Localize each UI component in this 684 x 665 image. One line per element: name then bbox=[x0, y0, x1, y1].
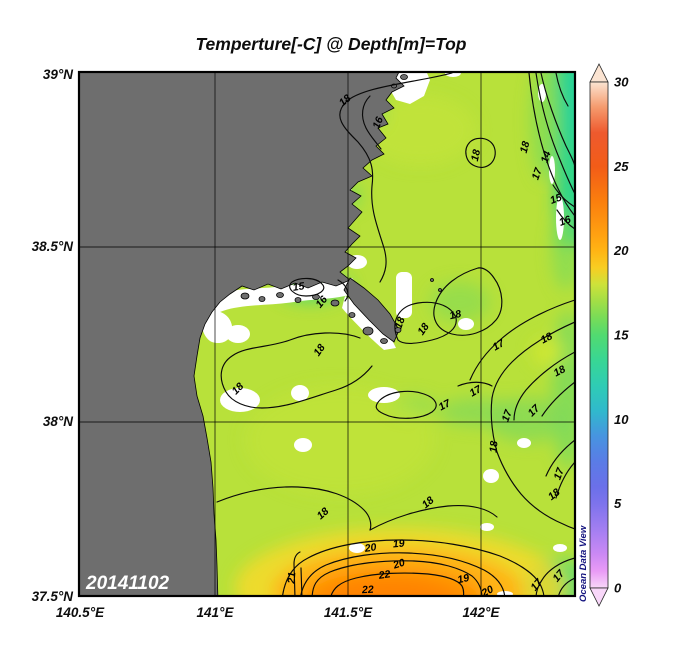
contour-label: 18 bbox=[518, 140, 533, 155]
colorbar-tick: 5 bbox=[614, 496, 622, 511]
contour-label: 20 bbox=[479, 583, 496, 600]
peninsula bbox=[343, 277, 400, 343]
colorbar-tick: 0 bbox=[614, 581, 622, 596]
colorbar-top-arrow bbox=[589, 63, 609, 83]
contour-lines bbox=[216, 73, 574, 596]
contour-label: 19 bbox=[392, 538, 405, 551]
contour-label: 18 bbox=[552, 363, 568, 379]
y-tick-38.5N: 38.5°N bbox=[32, 239, 74, 254]
contour-label: 16 bbox=[557, 213, 572, 228]
contour-label: 15 bbox=[548, 191, 563, 206]
y-tick-38N: 38°N bbox=[43, 414, 73, 429]
colorbar-bottom-arrow bbox=[589, 587, 609, 607]
contour-label: 18 bbox=[469, 148, 483, 162]
colorbar-tick: 20 bbox=[613, 243, 629, 258]
contour-label: 20 bbox=[391, 557, 407, 572]
contour-label: 15 bbox=[292, 280, 305, 294]
contour-label: 16 bbox=[370, 115, 386, 130]
x-tick-142E: 142°E bbox=[463, 605, 501, 620]
contour-label: 17 bbox=[552, 465, 568, 481]
colorbar: 30 25 20 15 10 5 0 Ocean Data View bbox=[578, 63, 629, 607]
page-title: Temperture[-C] @ Depth[m]=Top bbox=[196, 34, 467, 54]
colorbar-tick: 10 bbox=[614, 412, 629, 427]
contour-label: 19 bbox=[456, 572, 470, 586]
y-axis-labels: 39°N 38.5°N 38°N 37.5°N bbox=[32, 67, 74, 604]
x-tick-140.5E: 140.5°E bbox=[56, 605, 105, 620]
y-tick-37.5N: 37.5°N bbox=[32, 589, 74, 604]
contour-label: 22 bbox=[361, 584, 374, 597]
colorbar-tick-labels: 30 25 20 15 10 5 0 bbox=[613, 75, 629, 596]
contour-label: 18 bbox=[488, 440, 501, 453]
x-axis-labels: 140.5°E 141°E 141.5°E 142°E bbox=[56, 605, 501, 620]
contour-label: 17 bbox=[500, 407, 516, 423]
contour-label: 18 bbox=[539, 330, 555, 346]
odv-watermark: Ocean Data View bbox=[578, 525, 589, 602]
mainland bbox=[79, 73, 405, 596]
contour-label: 21 bbox=[286, 571, 299, 585]
colorbar-tick: 30 bbox=[614, 75, 629, 90]
contour-label: 18 bbox=[448, 308, 462, 322]
land-mass bbox=[79, 73, 442, 596]
contour-label: 22 bbox=[377, 568, 391, 582]
date-stamp: 20141102 bbox=[85, 573, 170, 594]
y-tick-39N: 39°N bbox=[43, 67, 73, 82]
contour-label: 20 bbox=[363, 541, 377, 555]
map-frame bbox=[77, 70, 577, 598]
colorbar-gradient bbox=[589, 81, 609, 589]
contour-label: 18 bbox=[393, 315, 408, 330]
x-tick-141.5E: 141.5°E bbox=[324, 605, 373, 620]
colorbar-tick: 15 bbox=[614, 328, 629, 343]
colorbar-tick: 25 bbox=[613, 159, 629, 174]
contour-label: 14 bbox=[539, 150, 554, 165]
x-tick-141E: 141°E bbox=[197, 605, 235, 620]
contour-label: 17 bbox=[530, 165, 546, 181]
